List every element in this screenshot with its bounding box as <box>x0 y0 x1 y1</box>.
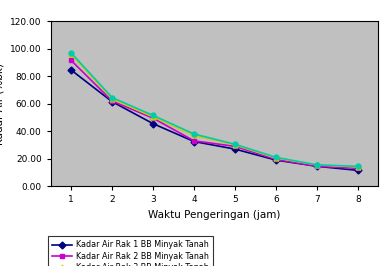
Line: Kadar Air Rak 4 BB Minyak Tanah: Kadar Air Rak 4 BB Minyak Tanah <box>69 51 360 169</box>
Kadar Air Rak 2 BB Minyak Tanah <box>110 99 115 103</box>
Line: Kadar Air Rak 1 BB Minyak Tanah: Kadar Air Rak 1 BB Minyak Tanah <box>69 68 360 173</box>
Kadar Air Rak 3 BB Minyak Tanah <box>315 163 319 167</box>
Kadar Air Rak 2 BB Minyak Tanah <box>232 145 237 148</box>
Kadar Air Rak 4 BB Minyak Tanah <box>315 163 319 167</box>
Legend: Kadar Air Rak 1 BB Minyak Tanah, Kadar Air Rak 2 BB Minyak Tanah, Kadar Air Rak : Kadar Air Rak 1 BB Minyak Tanah, Kadar A… <box>48 236 213 266</box>
Kadar Air Rak 2 BB Minyak Tanah <box>69 59 74 62</box>
Kadar Air Rak 3 BB Minyak Tanah <box>151 115 156 118</box>
Kadar Air Rak 3 BB Minyak Tanah <box>356 165 360 169</box>
Kadar Air Rak 1 BB Minyak Tanah <box>315 165 319 168</box>
Kadar Air Rak 3 BB Minyak Tanah <box>232 143 237 147</box>
Kadar Air Rak 2 BB Minyak Tanah <box>274 158 278 161</box>
Kadar Air Rak 3 BB Minyak Tanah <box>110 97 115 101</box>
Kadar Air Rak 4 BB Minyak Tanah <box>110 96 115 99</box>
Kadar Air Rak 1 BB Minyak Tanah <box>232 148 237 151</box>
Kadar Air Rak 2 BB Minyak Tanah <box>151 117 156 120</box>
Kadar Air Rak 2 BB Minyak Tanah <box>315 165 319 168</box>
Line: Kadar Air Rak 2 BB Minyak Tanah: Kadar Air Rak 2 BB Minyak Tanah <box>69 58 360 171</box>
Kadar Air Rak 4 BB Minyak Tanah <box>274 156 278 159</box>
Kadar Air Rak 1 BB Minyak Tanah <box>69 68 74 72</box>
Kadar Air Rak 3 BB Minyak Tanah <box>192 134 196 137</box>
Kadar Air Rak 2 BB Minyak Tanah <box>192 139 196 143</box>
Kadar Air Rak 4 BB Minyak Tanah <box>151 114 156 117</box>
Kadar Air Rak 3 BB Minyak Tanah <box>69 53 74 56</box>
Kadar Air Rak 1 BB Minyak Tanah <box>151 122 156 125</box>
Kadar Air Rak 1 BB Minyak Tanah <box>192 140 196 143</box>
Kadar Air Rak 1 BB Minyak Tanah <box>356 169 360 172</box>
Y-axis label: Kadar Air (%bk): Kadar Air (%bk) <box>0 63 5 145</box>
Kadar Air Rak 1 BB Minyak Tanah <box>274 159 278 162</box>
X-axis label: Waktu Pengeringan (jam): Waktu Pengeringan (jam) <box>148 210 281 220</box>
Kadar Air Rak 4 BB Minyak Tanah <box>69 51 74 55</box>
Kadar Air Rak 2 BB Minyak Tanah <box>356 167 360 170</box>
Kadar Air Rak 4 BB Minyak Tanah <box>192 132 196 136</box>
Kadar Air Rak 3 BB Minyak Tanah <box>274 156 278 160</box>
Kadar Air Rak 4 BB Minyak Tanah <box>232 143 237 146</box>
Kadar Air Rak 4 BB Minyak Tanah <box>356 165 360 168</box>
Kadar Air Rak 1 BB Minyak Tanah <box>110 100 115 103</box>
Line: Kadar Air Rak 3 BB Minyak Tanah: Kadar Air Rak 3 BB Minyak Tanah <box>69 52 360 169</box>
